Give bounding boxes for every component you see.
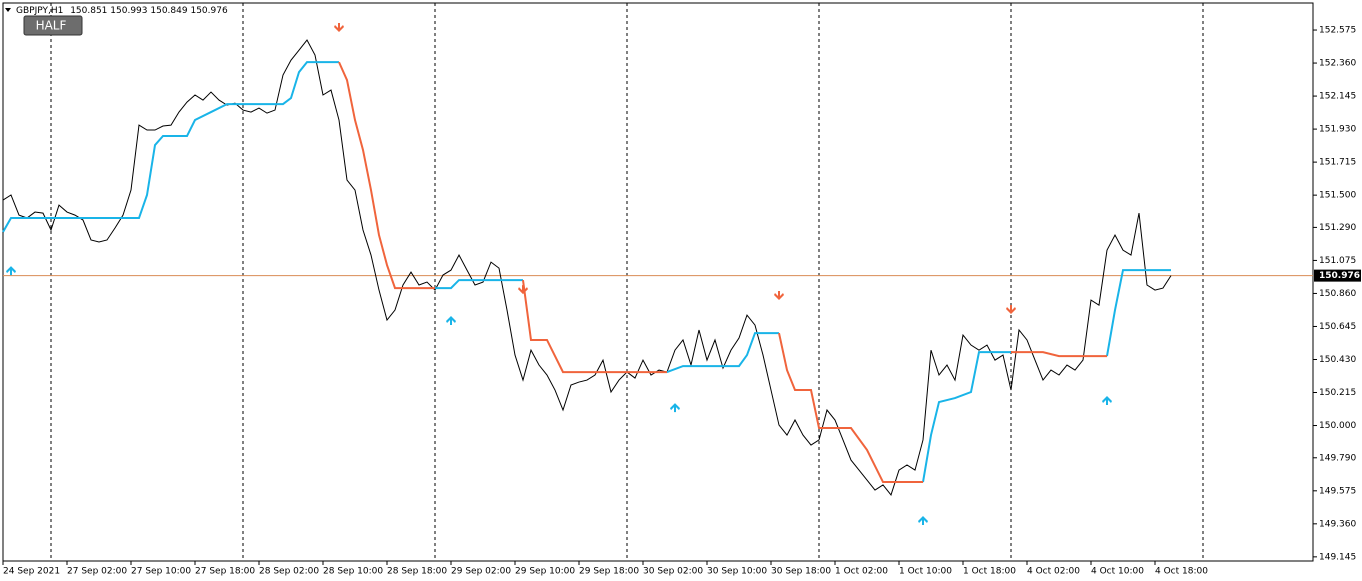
x-tick-label: 27 Sep 02:00 bbox=[67, 567, 127, 577]
x-tick-label: 1 Oct 10:00 bbox=[899, 567, 952, 577]
y-tick-label: 152.145 bbox=[1319, 92, 1356, 102]
down-arrow bbox=[774, 291, 784, 301]
y-tick-label: 151.075 bbox=[1319, 256, 1356, 266]
x-tick-label: 4 Oct 02:00 bbox=[1027, 567, 1080, 577]
up-arrow bbox=[1102, 396, 1112, 406]
up-trend-line bbox=[2, 61, 1171, 483]
x-tick-label: 30 Sep 18:00 bbox=[771, 567, 831, 577]
x-tick-label: 29 Sep 10:00 bbox=[515, 567, 575, 577]
y-tick-label: 152.575 bbox=[1319, 26, 1356, 36]
x-tick-label: 29 Sep 18:00 bbox=[579, 567, 639, 577]
x-tick-label: 29 Sep 02:00 bbox=[451, 567, 511, 577]
x-tick-label: 30 Sep 02:00 bbox=[643, 567, 703, 577]
y-tick-label: 150.860 bbox=[1319, 289, 1356, 299]
button-bg[interactable] bbox=[23, 15, 83, 36]
close: 150.976 bbox=[190, 6, 227, 16]
price-label-bg bbox=[1314, 269, 1361, 282]
y-tick-label: 149.360 bbox=[1319, 519, 1356, 529]
y-tick-label: 150.000 bbox=[1319, 421, 1356, 431]
y-tick-label: 149.575 bbox=[1319, 486, 1356, 496]
day-separators bbox=[50, 3, 1204, 561]
x-tick-label: 1 Oct 02:00 bbox=[835, 567, 888, 577]
low: 150.849 bbox=[150, 6, 187, 16]
symbol: GBPJPY,H1 bbox=[16, 6, 63, 16]
down-trend-line bbox=[338, 61, 1107, 484]
x-tick-label: 30 Sep 10:00 bbox=[707, 567, 767, 577]
up-arrow bbox=[6, 266, 16, 276]
x-tick-label: 27 Sep 18:00 bbox=[195, 567, 255, 577]
y-tick-label: 150.430 bbox=[1319, 355, 1356, 365]
x-tick-label: 27 Sep 10:00 bbox=[131, 567, 191, 577]
y-tick-label: 149.145 bbox=[1319, 552, 1356, 562]
chart-header: GBPJPY,H1 150.851 150.993 150.849 150.97… bbox=[16, 6, 228, 16]
y-tick-label: 150.215 bbox=[1319, 388, 1356, 398]
button-label[interactable]: HALF bbox=[36, 19, 67, 33]
x-tick-label: 1 Oct 18:00 bbox=[963, 567, 1016, 577]
up-arrow bbox=[670, 403, 680, 413]
y-tick-label: 150.645 bbox=[1319, 322, 1356, 332]
x-tick-label: 24 Sep 2021 bbox=[3, 567, 60, 577]
y-tick-label: 149.790 bbox=[1319, 453, 1356, 463]
open: 150.851 bbox=[70, 6, 107, 16]
x-tick-label: 4 Oct 18:00 bbox=[1155, 567, 1208, 577]
y-tick-label: 152.360 bbox=[1319, 59, 1356, 69]
down-arrow bbox=[518, 285, 528, 295]
plot-frame bbox=[2, 2, 1314, 562]
x-tick-label: 28 Sep 10:00 bbox=[323, 567, 383, 577]
x-tick-label: 28 Sep 18:00 bbox=[387, 567, 447, 577]
price-label: 150.976 bbox=[1319, 271, 1360, 281]
y-tick-label: 151.290 bbox=[1319, 223, 1356, 233]
price-line-series bbox=[2, 39, 1172, 496]
y-tick-label: 151.715 bbox=[1319, 158, 1356, 168]
high: 150.993 bbox=[110, 6, 147, 16]
down-arrow bbox=[334, 23, 344, 33]
up-arrow bbox=[918, 515, 928, 525]
half-button[interactable]: HALF bbox=[23, 15, 83, 36]
x-tick-label: 28 Sep 02:00 bbox=[259, 567, 319, 577]
x-tick-label: 4 Oct 10:00 bbox=[1091, 567, 1144, 577]
menu-triangle[interactable] bbox=[5, 8, 11, 12]
down-arrow bbox=[1006, 305, 1016, 315]
y-tick-label: 151.930 bbox=[1319, 125, 1356, 135]
up-arrow bbox=[446, 316, 456, 326]
y-tick-label: 151.500 bbox=[1319, 191, 1356, 201]
